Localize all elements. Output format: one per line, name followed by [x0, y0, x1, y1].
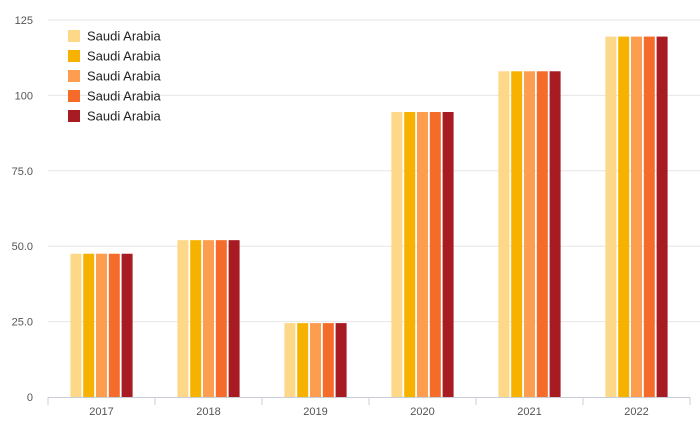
- bar-2020-series-4: [429, 111, 441, 397]
- y-tick-label: 50.0: [12, 241, 33, 253]
- legend-label: Saudi Arabia: [87, 49, 161, 64]
- y-tick-label: 100: [15, 90, 33, 102]
- legend-item: Saudi Arabia: [68, 29, 161, 44]
- y-axis-ticks: 0 25.0 50.0 75.0 100 125: [12, 15, 33, 404]
- bar-2019-series-1: [284, 323, 296, 397]
- bar-2021-series-2: [511, 71, 523, 397]
- x-tick-label: 2018: [196, 406, 220, 418]
- bar-2019-series-3: [310, 323, 321, 397]
- legend-swatch: [68, 70, 80, 82]
- x-tick-label: 2022: [624, 406, 648, 418]
- legend-swatch: [68, 50, 80, 62]
- bar-2019-series-4: [322, 323, 334, 397]
- bar-2021-series-3: [524, 71, 535, 397]
- y-tick-label: 125: [15, 15, 33, 27]
- bar-2020-series-5: [442, 111, 454, 397]
- legend-label: Saudi Arabia: [87, 29, 161, 44]
- legend: Saudi Arabia Saudi Arabia Saudi Arabia Saud…: [68, 29, 161, 124]
- bar-2018-series-2: [190, 240, 202, 397]
- bar-2020-series-2: [404, 111, 416, 397]
- legend-item: Saudi Arabia: [68, 89, 161, 104]
- bar-2018-series-5: [228, 240, 240, 397]
- y-tick-label: 0: [27, 392, 33, 404]
- bar-2021-series-1: [498, 71, 510, 397]
- gridlines: [48, 19, 700, 323]
- bar-2017-series-1: [70, 253, 82, 397]
- legend-item: Saudi Arabia: [68, 69, 161, 84]
- bar-2017-series-4: [108, 253, 120, 397]
- legend-label: Saudi Arabia: [87, 69, 161, 84]
- bar-2017-series-3: [96, 253, 107, 397]
- bar-2017-series-2: [83, 253, 95, 397]
- bar-2022-series-1: [605, 36, 617, 397]
- bar-2020-series-1: [391, 111, 403, 397]
- bar-2021-series-5: [549, 71, 561, 397]
- bar-2018-series-4: [215, 240, 227, 397]
- x-axis: 2017 2018 2019 2020 2021 2022: [47, 397, 691, 418]
- bar-2020-series-3: [417, 111, 428, 397]
- bar-2019-series-2: [297, 323, 309, 397]
- bar-2022-series-5: [656, 36, 668, 397]
- legend-swatch: [68, 30, 80, 42]
- y-tick-label: 25.0: [12, 317, 33, 329]
- legend-item: Saudi Arabia: [68, 49, 161, 64]
- bar-2018-series-3: [203, 240, 214, 397]
- x-tick-label: 2020: [410, 406, 434, 418]
- bar-2022-series-4: [643, 36, 655, 397]
- x-tick-label: 2021: [517, 406, 541, 418]
- legend-label: Saudi Arabia: [87, 89, 161, 104]
- legend-item: Saudi Arabia: [68, 109, 161, 124]
- legend-label: Saudi Arabia: [87, 109, 161, 124]
- x-tick-label: 2019: [303, 406, 327, 418]
- bars: [70, 36, 668, 397]
- legend-swatch: [68, 90, 80, 102]
- bar-2019-series-5: [335, 323, 347, 397]
- bar-2022-series-3: [631, 36, 642, 397]
- legend-swatch: [68, 110, 80, 122]
- bar-2018-series-1: [177, 240, 189, 397]
- bar-2022-series-2: [618, 36, 630, 397]
- bar-2017-series-5: [121, 253, 133, 397]
- x-tick-label: 2017: [89, 406, 113, 418]
- bar-2021-series-4: [536, 71, 548, 397]
- y-tick-label: 75.0: [12, 166, 33, 178]
